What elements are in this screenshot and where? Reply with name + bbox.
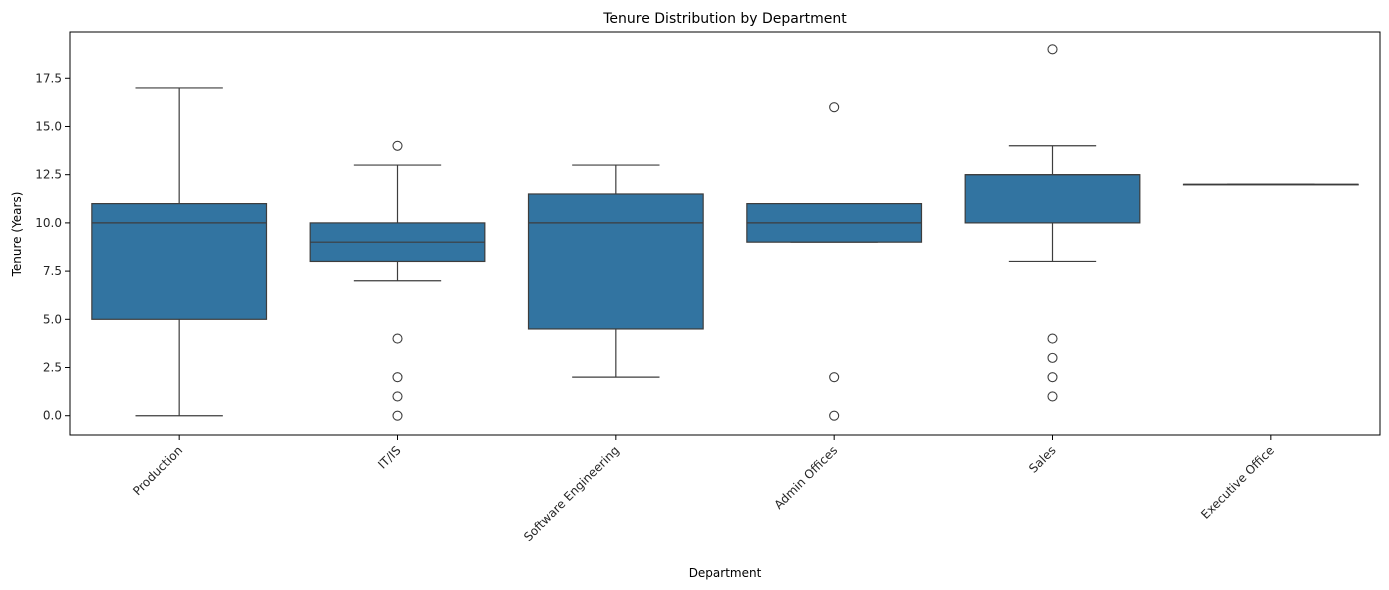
outlier-point — [1047, 44, 1058, 55]
y-tick-label: 17.5 — [35, 71, 62, 85]
iqr-box — [527, 193, 704, 330]
x-tick-label: Production — [130, 443, 185, 498]
outlier-point — [829, 372, 840, 383]
iqr-box — [964, 174, 1141, 224]
box-group-5 — [1182, 183, 1359, 186]
y-tick-label: 10.0 — [35, 216, 62, 230]
outlier-point — [392, 410, 403, 421]
plot-area — [91, 44, 1359, 421]
outlier-point — [1047, 391, 1058, 402]
y-tick-label: 7.5 — [43, 264, 62, 278]
outlier-point — [829, 102, 840, 113]
y-tick-label: 0.0 — [43, 409, 62, 423]
plot-frame — [69, 31, 1381, 436]
iqr-box — [91, 203, 268, 320]
x-tick-label: IT/IS — [375, 443, 403, 471]
outlier-point — [1047, 352, 1058, 363]
x-axis-title: Department — [689, 566, 762, 580]
y-axis-title: Tenure (Years) — [10, 192, 24, 278]
box-group-3 — [746, 102, 923, 421]
y-tick-label: 12.5 — [35, 168, 62, 182]
y-tick-label: 15.0 — [35, 119, 62, 133]
x-axis: Production IT/IS Software Engineering Admin… — [130, 435, 1277, 544]
outlier-point — [1047, 372, 1058, 383]
chart-title: Tenure Distribution by Department — [602, 11, 847, 27]
outlier-point — [1047, 333, 1058, 344]
outlier-point — [392, 372, 403, 383]
box-group-2 — [527, 164, 704, 378]
y-axis: 0.0 2.5 5.0 7.5 10.0 12.5 15.0 17.5 — [35, 71, 70, 423]
x-tick-label: Software Engineering — [521, 443, 622, 544]
outlier-point — [392, 391, 403, 402]
y-tick-label: 5.0 — [43, 312, 62, 326]
box-group-4 — [964, 44, 1141, 402]
y-tick-label: 2.5 — [43, 361, 62, 375]
outlier-point — [392, 140, 403, 151]
box-group-1 — [309, 140, 486, 421]
x-tick-label: Executive Office — [1198, 443, 1277, 522]
outlier-point — [392, 333, 403, 344]
outlier-point — [829, 410, 840, 421]
box-group-0 — [91, 87, 268, 417]
x-tick-label: Admin Offices — [771, 443, 840, 512]
x-tick-label: Sales — [1026, 443, 1058, 475]
